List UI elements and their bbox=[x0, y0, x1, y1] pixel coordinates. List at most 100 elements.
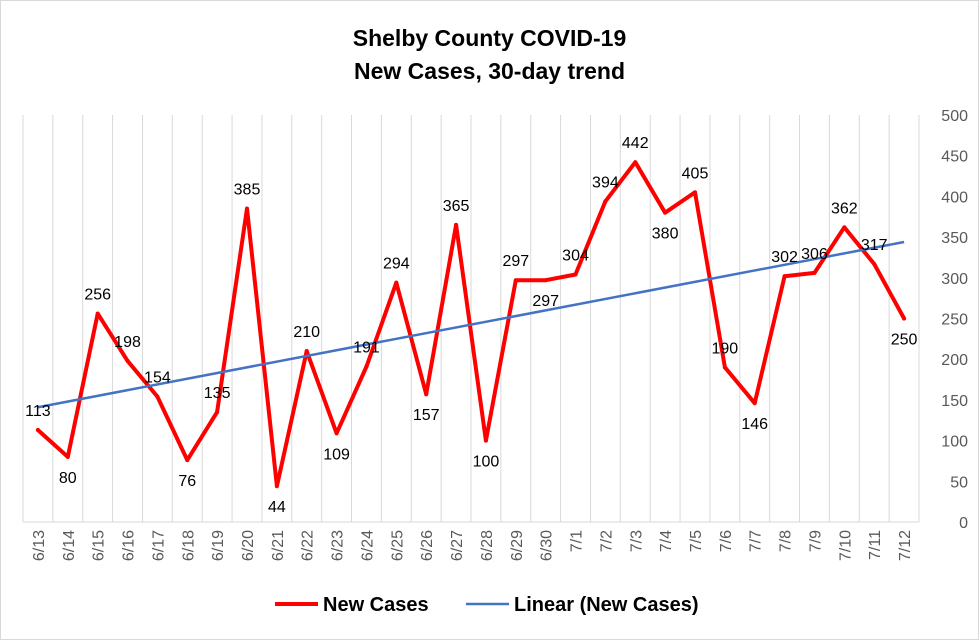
x-tick-label: 7/2 bbox=[598, 530, 615, 552]
data-point bbox=[245, 206, 249, 211]
data-label: 210 bbox=[293, 324, 320, 341]
data-label: 191 bbox=[353, 340, 380, 357]
x-tick-label: 7/12 bbox=[897, 530, 914, 561]
data-label: 405 bbox=[682, 165, 709, 182]
series-layer bbox=[35, 160, 907, 489]
y-tick-label: 400 bbox=[941, 189, 968, 206]
y-tick-label: 50 bbox=[950, 474, 968, 491]
data-point bbox=[603, 199, 608, 204]
legend-label-new-cases: New Cases bbox=[323, 594, 429, 616]
series-line-new-cases bbox=[35, 160, 907, 489]
data-label: 100 bbox=[473, 454, 500, 471]
x-tick-label: 6/16 bbox=[121, 530, 138, 561]
x-tick-label: 6/21 bbox=[270, 530, 287, 561]
x-tick-label: 6/24 bbox=[359, 530, 376, 561]
x-tick-label: 7/4 bbox=[658, 530, 675, 552]
data-label: 365 bbox=[443, 198, 470, 215]
y-tick-label: 500 bbox=[941, 108, 968, 125]
data-point bbox=[215, 410, 220, 415]
x-tick-label: 6/25 bbox=[389, 530, 406, 561]
x-tick-label: 6/19 bbox=[210, 530, 227, 561]
data-label: 317 bbox=[861, 237, 888, 254]
data-point bbox=[155, 394, 160, 399]
data-label: 362 bbox=[831, 200, 858, 217]
data-label: 157 bbox=[413, 407, 440, 424]
y-tick-label: 100 bbox=[941, 434, 968, 451]
axes: 0 50 100 150 200 250 300 350 400 450 500 6/13 6/14 6/… bbox=[23, 108, 968, 561]
data-point bbox=[274, 484, 279, 489]
data-point bbox=[693, 190, 697, 195]
data-label: 256 bbox=[84, 287, 111, 304]
data-point bbox=[483, 438, 488, 443]
x-tick-label: 6/23 bbox=[330, 530, 347, 561]
x-tick-label: 6/14 bbox=[61, 530, 78, 561]
chart-title-line2: New Cases, 30-day trend bbox=[353, 58, 625, 84]
data-label: 154 bbox=[144, 370, 171, 387]
x-tick-label: 6/22 bbox=[300, 530, 317, 561]
data-labels: 113 80 256 198 154 76 135 385 44 210 109 191 294 157 3… bbox=[25, 135, 917, 516]
data-point bbox=[334, 431, 339, 436]
x-tick-label: 7/7 bbox=[748, 530, 765, 552]
data-point bbox=[454, 222, 459, 227]
data-point bbox=[185, 458, 190, 463]
data-point bbox=[65, 454, 70, 459]
y-tick-label: 250 bbox=[941, 312, 968, 329]
y-tick-label: 200 bbox=[941, 352, 968, 369]
data-label: 294 bbox=[383, 256, 410, 273]
data-point bbox=[543, 278, 548, 283]
data-point bbox=[364, 364, 369, 369]
data-point bbox=[513, 278, 518, 283]
data-label: 198 bbox=[114, 334, 141, 351]
data-label: 302 bbox=[771, 249, 798, 266]
data-point bbox=[902, 316, 907, 321]
x-tick-label: 6/30 bbox=[539, 530, 556, 561]
data-point bbox=[35, 428, 40, 433]
x-tick-label: 6/29 bbox=[509, 530, 526, 561]
data-label: 190 bbox=[712, 340, 739, 357]
trendline-linear bbox=[37, 240, 905, 409]
x-tick-label: 7/9 bbox=[807, 530, 824, 552]
y-tick-label: 0 bbox=[959, 515, 968, 532]
data-label: 250 bbox=[891, 332, 918, 349]
x-tick-label: 6/13 bbox=[31, 530, 48, 561]
legend: New Cases Linear (New Cases) bbox=[275, 594, 699, 616]
y-tick-label: 450 bbox=[941, 149, 968, 166]
data-label: 146 bbox=[741, 416, 768, 433]
data-label: 44 bbox=[268, 499, 286, 516]
data-label: 304 bbox=[562, 248, 589, 265]
data-point bbox=[752, 401, 757, 406]
data-point bbox=[573, 272, 578, 277]
x-tick-label: 6/26 bbox=[419, 530, 436, 561]
data-point bbox=[872, 261, 877, 266]
data-label: 109 bbox=[323, 446, 350, 463]
y-tick-label: 150 bbox=[941, 393, 968, 410]
x-tick-label: 7/5 bbox=[688, 530, 705, 552]
data-label: 306 bbox=[801, 246, 828, 263]
data-label: 297 bbox=[532, 293, 559, 310]
data-label: 76 bbox=[178, 473, 196, 490]
vertical-gridlines bbox=[22, 115, 920, 522]
data-point bbox=[812, 270, 817, 275]
data-point bbox=[782, 274, 787, 279]
x-tick-label: 6/28 bbox=[479, 530, 496, 561]
data-point bbox=[95, 311, 100, 316]
data-point bbox=[722, 365, 727, 370]
data-point bbox=[125, 358, 130, 363]
data-point bbox=[663, 210, 668, 215]
data-point bbox=[424, 392, 429, 397]
x-tick-label: 6/18 bbox=[180, 530, 197, 561]
data-point bbox=[394, 280, 399, 285]
chart-title: Shelby County COVID-19 New Cases, 30-day… bbox=[0, 22, 979, 88]
y-tick-label: 300 bbox=[941, 271, 968, 288]
data-label: 442 bbox=[622, 135, 649, 152]
data-point bbox=[304, 349, 309, 354]
x-tick-label: 6/20 bbox=[240, 530, 257, 561]
x-tick-label: 6/15 bbox=[91, 530, 108, 561]
x-tick-label: 7/11 bbox=[867, 530, 884, 560]
x-tick-label: 7/3 bbox=[628, 530, 645, 552]
x-tick-label: 6/17 bbox=[150, 530, 167, 561]
x-tick-label: 7/6 bbox=[718, 530, 735, 552]
data-point bbox=[633, 160, 638, 165]
data-label: 80 bbox=[59, 470, 77, 487]
